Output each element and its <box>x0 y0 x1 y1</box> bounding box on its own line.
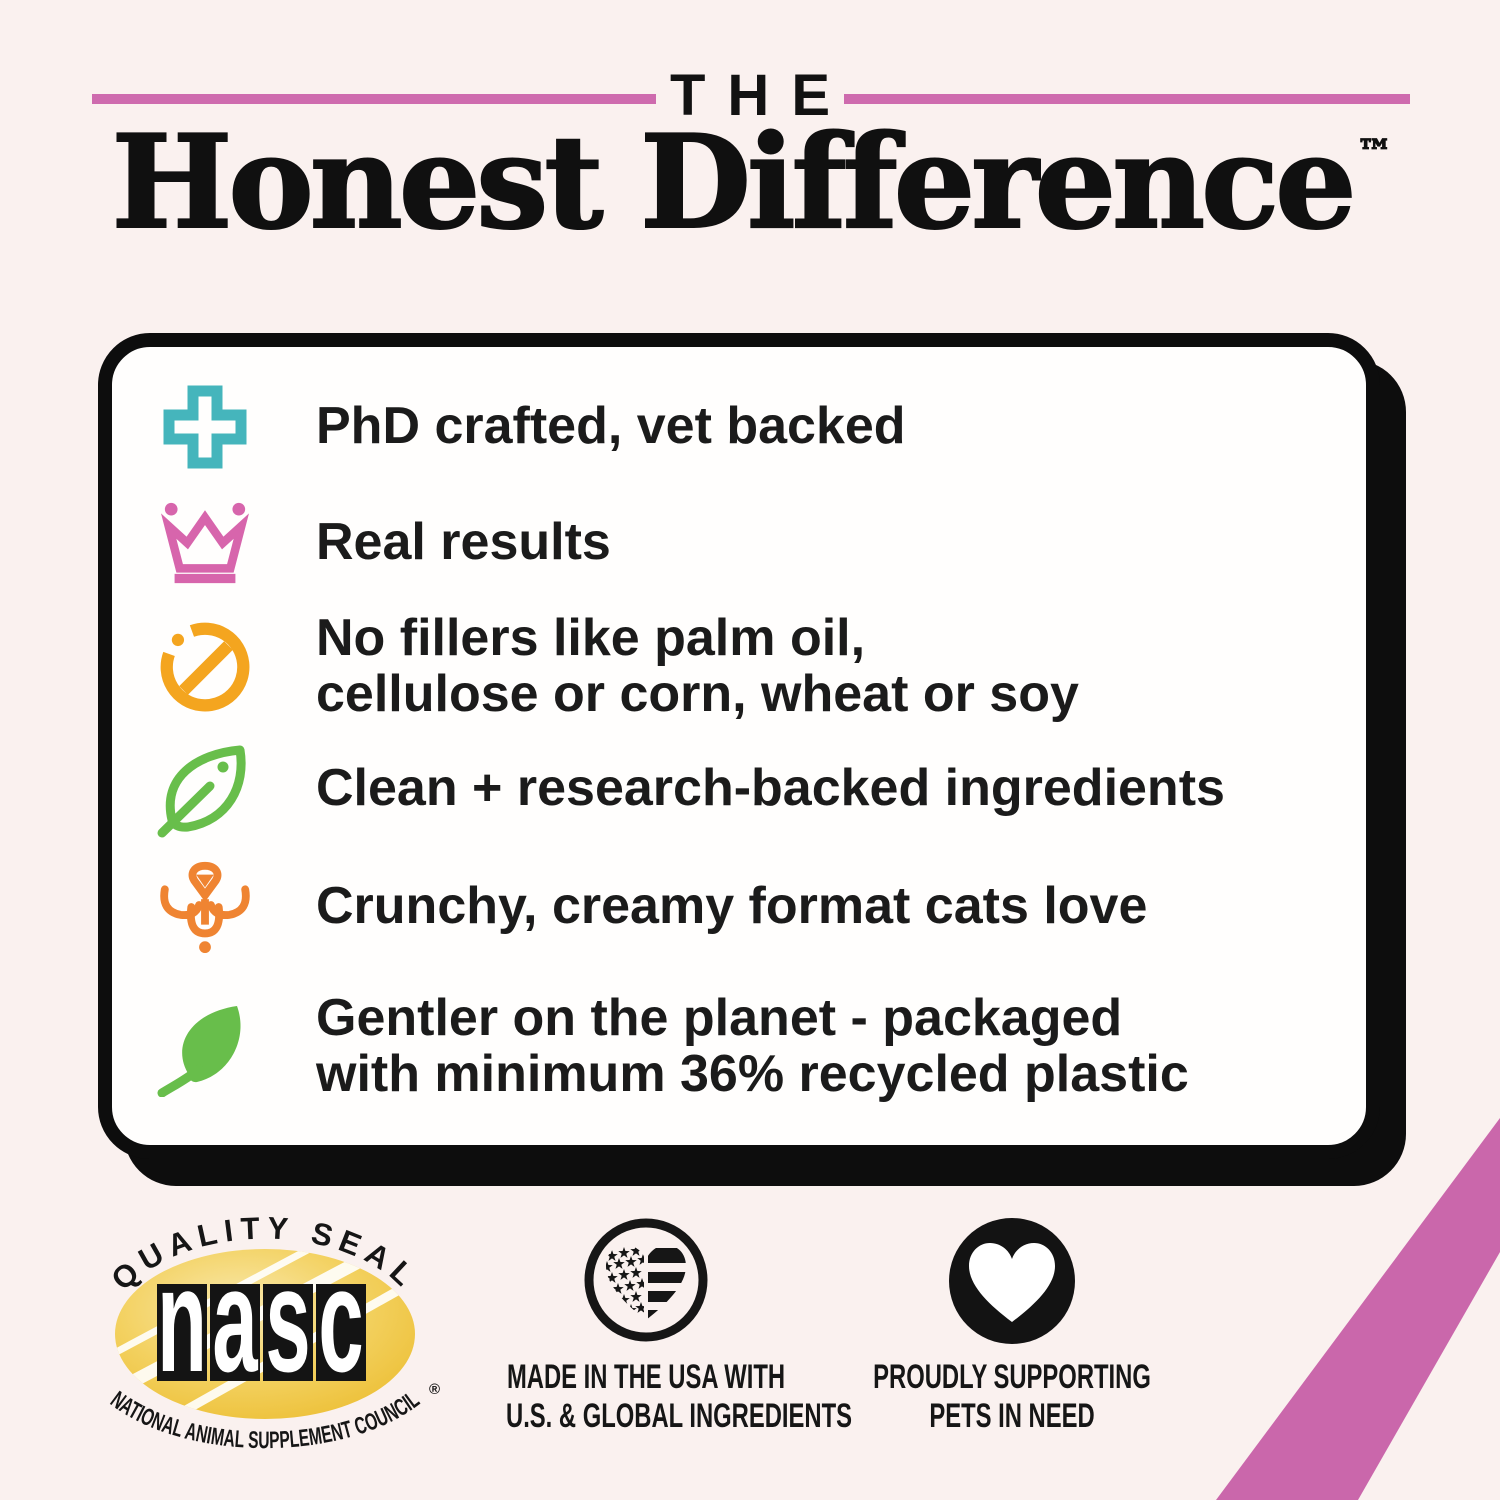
page-title: Honest Difference ™ <box>0 107 1500 259</box>
pets-badge-caption: PROUDLY SUPPORTING PETS IN NEED <box>873 1358 1151 1436</box>
trademark-symbol: ™ <box>1356 132 1393 175</box>
svg-text:c: c <box>318 1238 363 1403</box>
header-eyebrow: THE <box>670 63 852 128</box>
benefit-text: Crunchy, creamy format cats love <box>316 877 1148 936</box>
benefit-row: Clean + research-backed ingredients <box>150 739 1340 839</box>
registered-symbol: ® <box>429 1381 440 1398</box>
benefit-text: Real results <box>316 512 611 571</box>
flag-stars <box>606 1245 644 1315</box>
no-fillers-icon <box>150 619 260 715</box>
benefit-row: Crunchy, creamy format cats love <box>150 852 1340 962</box>
cat-face-icon <box>150 858 260 956</box>
benefit-row: PhD crafted, vet backed <box>150 377 1340 477</box>
benefit-row: Real results <box>150 495 1340 590</box>
crown-icon <box>150 494 260 592</box>
nasc-wordmark: n a s c <box>157 1238 366 1403</box>
usa-flag-heart-icon <box>582 1216 710 1349</box>
svg-text:a: a <box>212 1238 258 1403</box>
leaf-outline-icon <box>150 740 260 838</box>
benefit-row: No fillers like palm oil, cellulose or c… <box>150 599 1340 734</box>
benefit-text: PhD crafted, vet backed <box>316 397 906 456</box>
benefits-card: PhD crafted, vet backed Real results <box>98 333 1380 1159</box>
header-rule-right <box>844 94 1410 104</box>
page-title-text: Honest Difference <box>110 107 1357 259</box>
benefit-row: Gentler on the planet - packaged with mi… <box>150 977 1340 1117</box>
benefit-text: No fillers like palm oil, cellulose or c… <box>316 608 1079 723</box>
corner-accent-stripe <box>1216 1118 1500 1500</box>
svg-text:s: s <box>265 1238 310 1403</box>
heart-circle-icon <box>947 1216 1077 1351</box>
header-rule-left <box>92 94 656 104</box>
flag-stripes <box>648 1248 686 1320</box>
usa-badge-caption: MADE IN THE USA WITH U.S. & GLOBAL INGRE… <box>506 1358 853 1436</box>
leaf-solid-icon <box>150 997 260 1097</box>
benefit-text: Gentler on the planet - packaged with mi… <box>316 989 1189 1103</box>
medical-cross-icon <box>150 385 260 469</box>
benefit-text: Clean + research-backed ingredients <box>316 759 1225 818</box>
nasc-quality-seal: QUALITY SEAL n a s c NATIONAL ANIMAL SUP… <box>85 1202 445 1497</box>
svg-text:n: n <box>157 1238 207 1403</box>
